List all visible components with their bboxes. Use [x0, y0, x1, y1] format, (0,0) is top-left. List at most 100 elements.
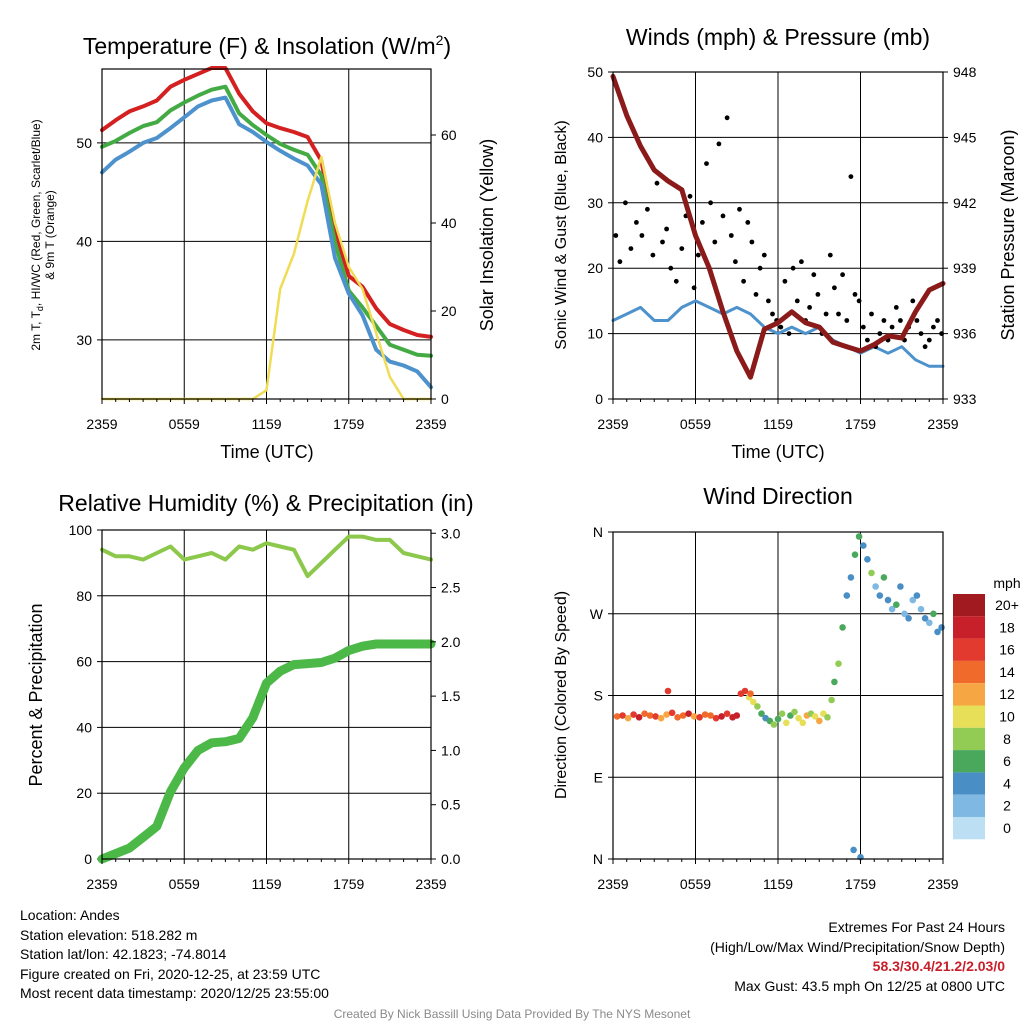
direction-point	[847, 574, 855, 581]
direction-point	[934, 628, 941, 636]
wind-ytick-label: 50	[587, 64, 603, 80]
direction-title: Wind Direction	[703, 483, 853, 509]
rh-y2tick-label: 1.0	[441, 742, 461, 758]
temperature-title: Temperature (F) & Insolation (W/m2)	[83, 32, 451, 59]
direction-point	[831, 678, 838, 686]
direction-point	[747, 690, 754, 697]
gust-point	[832, 285, 837, 291]
gust-point	[898, 318, 903, 323]
rh-y2tick-label: 2.5	[441, 580, 461, 596]
direction-point	[799, 719, 807, 727]
direction-point	[770, 721, 778, 728]
direction-point	[635, 714, 643, 721]
rh-xtick-label: 1159	[251, 876, 281, 892]
direction-point	[664, 687, 672, 695]
temperature-y2label: Solar Insolation (Yellow)	[477, 139, 497, 331]
legend-swatch	[953, 616, 985, 639]
direction-point	[893, 601, 900, 608]
direction-point	[712, 714, 720, 722]
temp-ytick-label: 50	[76, 135, 92, 151]
gust-point	[757, 265, 763, 271]
gust-point	[712, 239, 718, 245]
direction-point	[905, 615, 912, 622]
dir-xtick-label: 1759	[845, 876, 876, 892]
rh-ytick-label: 100	[69, 522, 93, 538]
temp-y2tick-label: 20	[441, 303, 457, 319]
legend-swatch	[953, 594, 985, 617]
temperature-xlabel: Time (UTC)	[220, 442, 313, 462]
direction-point	[630, 711, 637, 718]
direction-point	[758, 710, 765, 717]
winds-panel: Winds (mph) & Pressure (mb) 0 10 20 30 40 50 2…	[553, 24, 1018, 462]
temp-y2tick-label: 40	[441, 215, 457, 231]
gust-point	[724, 115, 730, 121]
gust-point	[645, 206, 650, 212]
gust-point	[700, 220, 705, 225]
direction-point	[774, 715, 782, 723]
winds-ylabel: Sonic Wind & Gust (Blue, Black)	[553, 120, 570, 349]
gust-point	[766, 298, 771, 304]
direction-point	[613, 713, 621, 720]
direction-point	[913, 592, 921, 599]
legend-label: 6	[1003, 753, 1011, 769]
direction-point	[872, 583, 879, 590]
station-info: Location: Andes Station elevation: 518.2…	[20, 906, 329, 1004]
direction-point	[663, 711, 670, 718]
legend-swatch	[953, 660, 985, 684]
direction-point	[795, 714, 802, 722]
gust-point	[634, 220, 639, 225]
dir-xtick-label: 2359	[927, 876, 958, 892]
gust-point	[728, 233, 734, 238]
temperature-panel: Temperature (F) & Insolation (W/m2) 30 40…	[29, 32, 497, 462]
gust-point	[716, 141, 722, 147]
direction-point	[888, 605, 896, 613]
gust-point	[889, 324, 895, 330]
gust-point	[691, 285, 697, 291]
rh-y2tick-label: 1.5	[441, 688, 461, 704]
legend-label: 18	[999, 619, 1015, 635]
gust-point	[815, 292, 821, 297]
dir-xtick-label: 1159	[763, 876, 793, 892]
legend-label: 4	[1003, 775, 1011, 791]
gust-point	[807, 305, 812, 310]
rh-xtick-label: 1759	[333, 876, 364, 892]
legend-swatch	[953, 794, 985, 817]
gust-point	[770, 311, 775, 317]
station-elevation: Station elevation: 518.282 m	[20, 926, 198, 943]
rh-y2tick-label: 0.0	[441, 851, 461, 867]
gust-point	[673, 278, 679, 284]
direction-point	[824, 714, 831, 721]
gust-point	[881, 318, 887, 323]
wind-y2tick-label: 936	[953, 326, 977, 342]
direction-point	[843, 592, 851, 599]
direction-point	[855, 533, 863, 540]
direction-point	[917, 605, 925, 613]
wind-ytick-label: 40	[587, 129, 603, 145]
gust-point	[617, 259, 623, 265]
direction-point	[791, 708, 798, 716]
direction-point	[880, 574, 888, 581]
rh-ytick-label: 20	[76, 785, 92, 801]
direction-point	[897, 583, 904, 590]
gust-point	[918, 331, 924, 336]
gust-point	[914, 318, 920, 323]
gust-point	[790, 265, 796, 271]
winds-title: Winds (mph) & Pressure (mb)	[626, 24, 930, 50]
temp-ytick-label: 30	[76, 332, 92, 348]
rh-y2tick-label: 0.5	[441, 797, 461, 813]
direction-point	[733, 712, 741, 719]
station-location: Location: Andes	[20, 907, 120, 923]
precipitation-line	[97, 639, 436, 864]
gust-point	[733, 259, 738, 265]
extremes-subtitle: (High/Low/Max Wind/Precipitation/Snow De…	[710, 938, 1005, 955]
gust-point	[761, 252, 767, 258]
direction-point	[685, 710, 692, 717]
legend-swatch	[953, 750, 985, 773]
legend-swatch	[953, 705, 985, 728]
wind-ytick-label: 0	[595, 391, 603, 407]
direction-point	[828, 696, 835, 704]
direction-point	[816, 717, 823, 725]
gust-point	[737, 206, 742, 212]
max-gust: Max Gust: 43.5 mph On 12/25 at 0800 UTC	[734, 977, 1005, 994]
wind-y2tick-label: 933	[953, 391, 977, 407]
